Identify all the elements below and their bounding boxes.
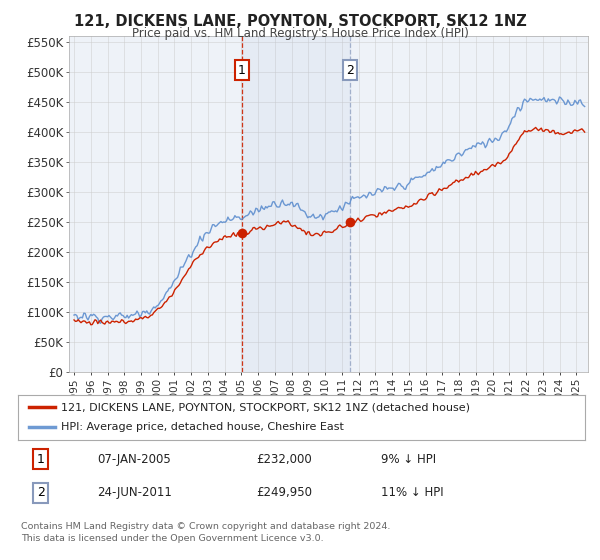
Text: £249,950: £249,950 <box>256 486 312 500</box>
Text: 121, DICKENS LANE, POYNTON, STOCKPORT, SK12 1NZ (detached house): 121, DICKENS LANE, POYNTON, STOCKPORT, S… <box>61 402 470 412</box>
Text: 2: 2 <box>37 486 44 500</box>
Text: 2: 2 <box>346 63 354 77</box>
Text: 24-JUN-2011: 24-JUN-2011 <box>97 486 172 500</box>
Text: Contains HM Land Registry data © Crown copyright and database right 2024.
This d: Contains HM Land Registry data © Crown c… <box>21 522 391 543</box>
Text: HPI: Average price, detached house, Cheshire East: HPI: Average price, detached house, Ches… <box>61 422 343 432</box>
Text: 121, DICKENS LANE, POYNTON, STOCKPORT, SK12 1NZ: 121, DICKENS LANE, POYNTON, STOCKPORT, S… <box>74 14 526 29</box>
Text: Price paid vs. HM Land Registry's House Price Index (HPI): Price paid vs. HM Land Registry's House … <box>131 27 469 40</box>
Bar <box>242 36 350 372</box>
Text: 11% ↓ HPI: 11% ↓ HPI <box>381 486 443 500</box>
Text: 07-JAN-2005: 07-JAN-2005 <box>97 452 171 466</box>
Text: 1: 1 <box>37 452 44 466</box>
Text: 9% ↓ HPI: 9% ↓ HPI <box>381 452 436 466</box>
Text: 1: 1 <box>238 63 246 77</box>
Text: £232,000: £232,000 <box>256 452 312 466</box>
